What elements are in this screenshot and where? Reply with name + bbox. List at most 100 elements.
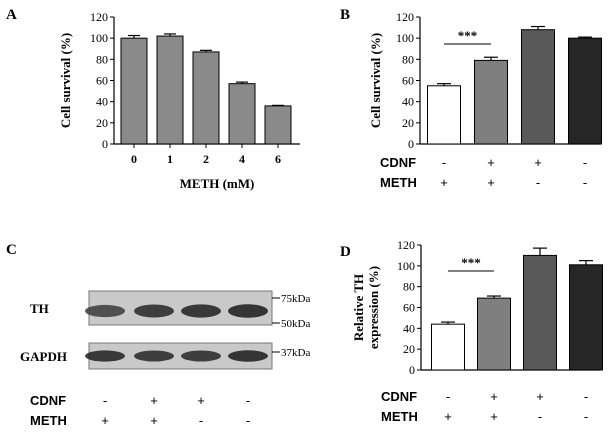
condition-sign: +	[150, 413, 158, 428]
marker-label: 75kDa	[281, 293, 310, 305]
blot-band	[181, 304, 221, 318]
y-axis-label: Cell survival (%)	[58, 33, 73, 128]
panel-label-d: D	[340, 244, 351, 260]
bar	[568, 37, 602, 145]
blot-band	[134, 350, 174, 362]
bar	[192, 51, 220, 145]
condition-sign: -	[446, 389, 450, 404]
y-tick-label: 40	[403, 321, 415, 335]
condition-sign: +	[490, 389, 498, 404]
bar	[427, 85, 461, 145]
condition-sign: -	[584, 409, 588, 424]
blot-row-label: GAPDH	[20, 349, 67, 364]
blot-band	[85, 304, 125, 318]
blot-band	[85, 350, 125, 362]
y-tick-label: 0	[409, 363, 415, 377]
y-tick-label: 20	[403, 342, 415, 356]
condition-sign: +	[444, 409, 452, 424]
bar	[264, 105, 292, 145]
bar	[474, 59, 508, 145]
panel-b: B 0 20 40 60 80 100 120 Cell survival (%) *** CDN…	[340, 7, 602, 190]
condition-sign: +	[101, 413, 109, 428]
blot-band	[228, 350, 268, 362]
western-blot: TH GAPDH 75kDa 50kDa 37kDa CDNF - + + - METH + + - -	[20, 290, 310, 428]
condition-sign: +	[487, 155, 495, 170]
y-tick-label: 60	[402, 74, 414, 88]
y-tick-label: 100	[90, 31, 108, 45]
bar	[569, 264, 603, 371]
y-tick-label: 100	[397, 259, 415, 273]
bar	[228, 83, 256, 145]
significance-label: ***	[461, 255, 481, 270]
y-axis-label: expression (%)	[366, 266, 381, 349]
y-tick-label: 80	[403, 280, 415, 294]
panel-c: C TH GAPDH 75kDa 50kDa 37kDa CDNF - + + - METH + + - -	[6, 242, 310, 428]
condition-sign: -	[199, 413, 203, 428]
bar	[431, 323, 465, 371]
y-tick-label: 120	[90, 10, 108, 24]
condition-label: METH	[30, 413, 67, 428]
bar	[120, 37, 148, 145]
x-tick-label: 0	[131, 152, 137, 166]
panel-label-c: C	[6, 242, 17, 258]
y-tick-label: 60	[96, 74, 108, 88]
condition-label: CDNF	[380, 155, 416, 170]
y-tick-label: 20	[96, 116, 108, 130]
x-tick-label: 6	[275, 152, 281, 166]
condition-sign: -	[583, 175, 587, 190]
condition-label: CDNF	[30, 393, 66, 408]
condition-sign: -	[246, 413, 250, 428]
y-tick-label: 80	[402, 52, 414, 66]
bar	[521, 29, 555, 145]
y-tick-label: 20	[402, 116, 414, 130]
condition-sign: -	[583, 155, 587, 170]
y-tick-label: 0	[102, 137, 108, 151]
y-tick-label: 100	[396, 31, 414, 45]
y-tick-label: 60	[403, 301, 415, 315]
chart-d: 0 20 40 60 80 100 120 Relative TH expression (%)…	[351, 238, 603, 424]
blot-band	[181, 350, 221, 362]
condition-sign: -	[584, 389, 588, 404]
chart-a: 0 20 40 60 80 100 120 Cell survival (%) 0 1 2 4 6 MET…	[58, 10, 300, 191]
condition-sign: -	[536, 175, 540, 190]
blot-row-label: TH	[30, 301, 49, 316]
panel-d: D 0 20 40 60 80 100 120 Relative TH expression (…	[340, 238, 603, 424]
condition-sign: +	[150, 393, 158, 408]
condition-label: METH	[381, 409, 418, 424]
blot-band	[134, 304, 174, 318]
y-tick-label: 40	[96, 95, 108, 109]
condition-sign: +	[197, 393, 205, 408]
condition-label: METH	[380, 175, 417, 190]
chart-b: 0 20 40 60 80 100 120 Cell survival (%) *** CDNF -…	[368, 10, 602, 190]
y-tick-label: 80	[96, 52, 108, 66]
bar	[477, 297, 511, 371]
y-tick-label: 120	[396, 10, 414, 24]
condition-sign: -	[538, 409, 542, 424]
marker-label: 37kDa	[281, 347, 310, 359]
x-axis-label: METH (mM)	[180, 176, 255, 191]
condition-sign: +	[487, 175, 495, 190]
y-axis-label: Relative TH	[351, 274, 366, 341]
condition-sign: +	[534, 155, 542, 170]
marker-label: 50kDa	[281, 318, 310, 330]
condition-sign: -	[442, 155, 446, 170]
condition-sign: -	[103, 393, 107, 408]
condition-label: CDNF	[381, 389, 417, 404]
condition-sign: +	[440, 175, 448, 190]
bar	[523, 254, 557, 371]
condition-sign: +	[536, 389, 544, 404]
condition-sign: -	[246, 393, 250, 408]
y-tick-label: 40	[402, 95, 414, 109]
y-axis-label: Cell survival (%)	[368, 33, 383, 128]
x-tick-label: 1	[167, 152, 173, 166]
y-tick-label: 120	[397, 238, 415, 252]
panel-label-a: A	[6, 7, 17, 23]
blot-band	[228, 304, 268, 318]
x-tick-label: 4	[239, 152, 245, 166]
bar	[156, 35, 184, 145]
condition-sign: +	[490, 409, 498, 424]
panel-label-b: B	[340, 7, 350, 23]
y-tick-label: 0	[408, 137, 414, 151]
significance-label: ***	[458, 28, 478, 43]
